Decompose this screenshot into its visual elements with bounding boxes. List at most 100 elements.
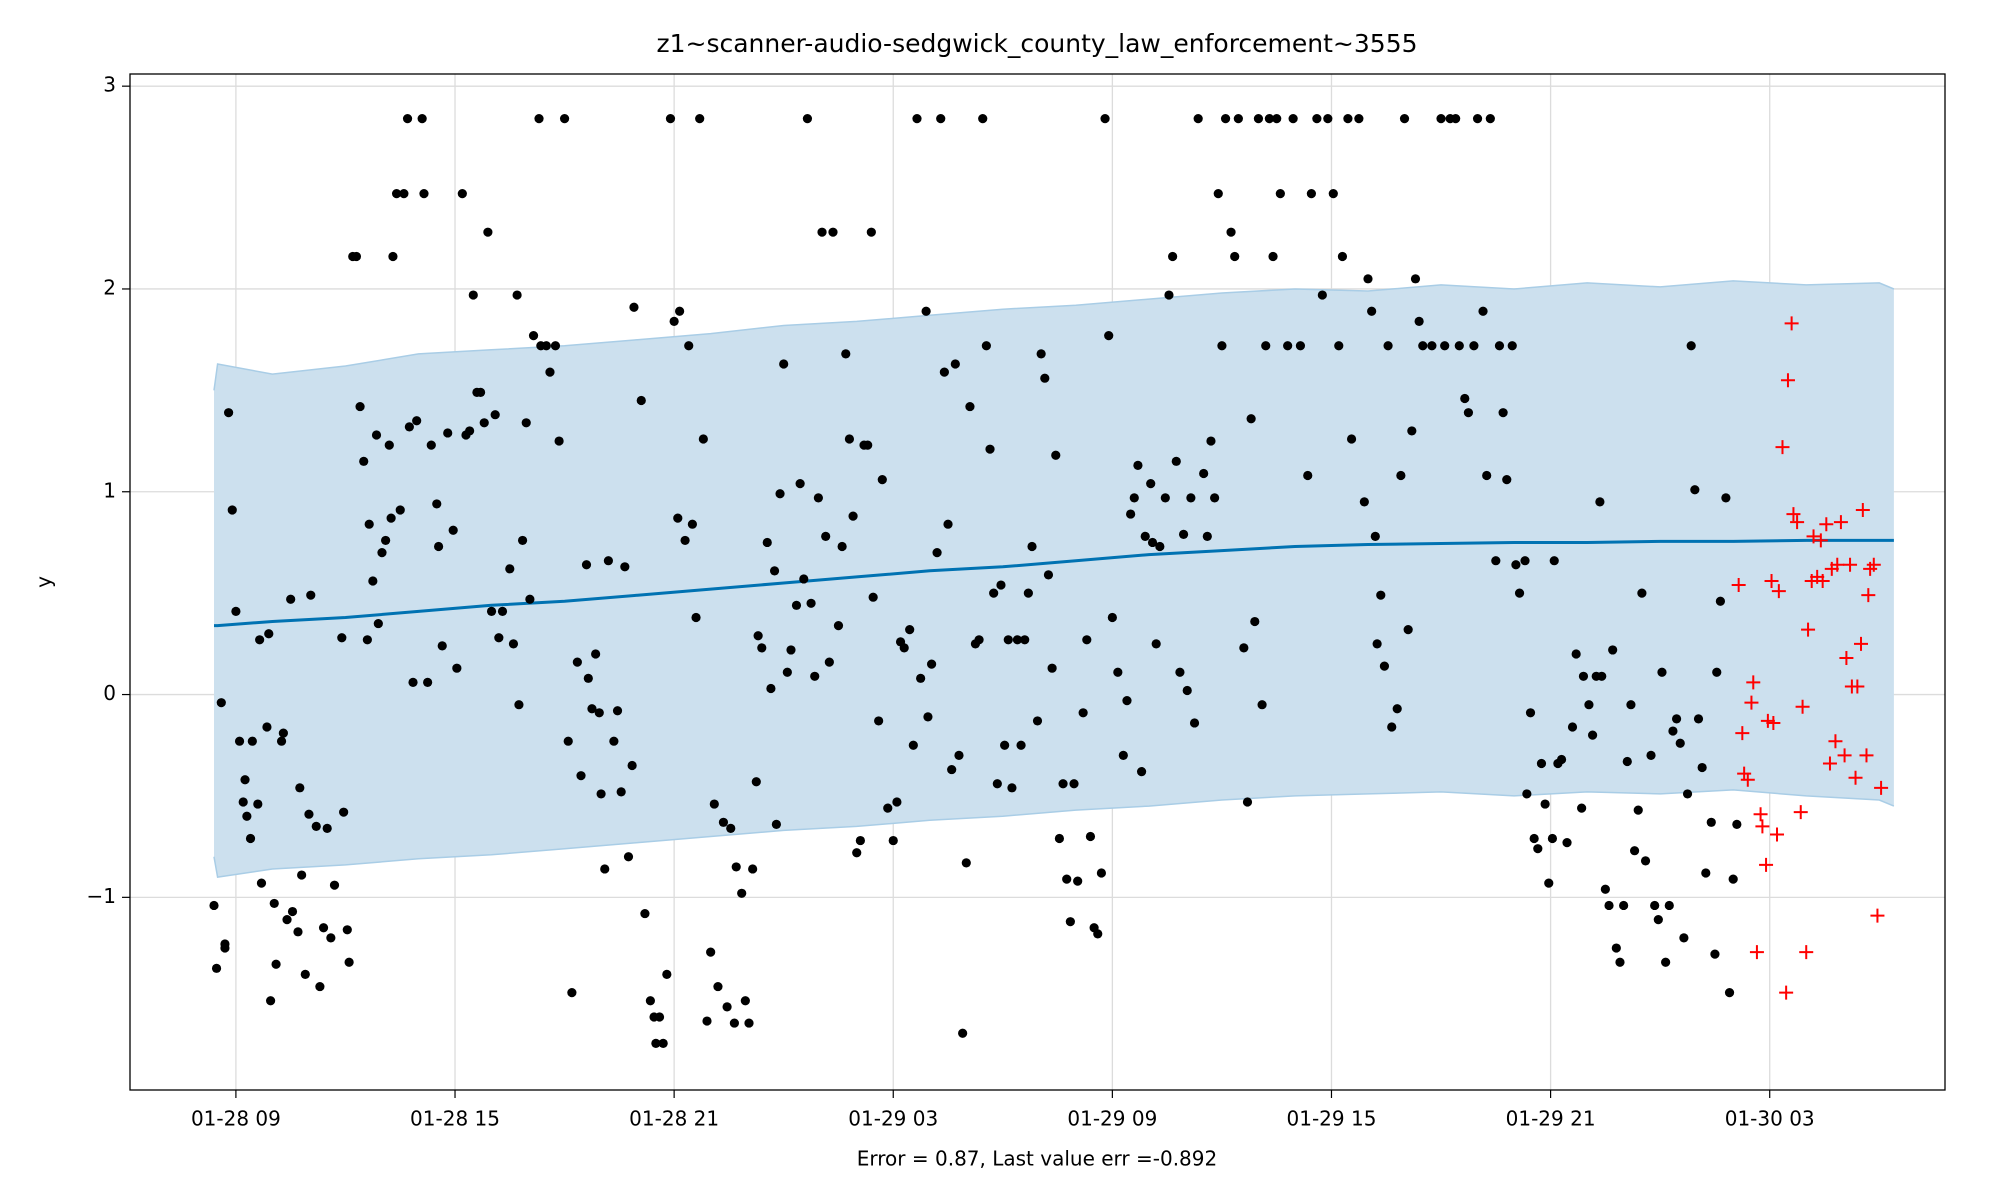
future-point [1806,529,1821,544]
observed-point [286,594,296,604]
observed-point [1317,290,1327,300]
observed-point [824,657,834,667]
future-point [1843,557,1858,572]
observed-point [395,505,405,515]
future-point [1771,584,1786,599]
x-tick-label: 01-28 15 [410,1107,500,1131]
observed-point [423,677,433,687]
observed-point [965,401,975,412]
observed-point [1343,114,1353,124]
observed-point [950,359,960,369]
observed-point [1164,290,1174,300]
observed-point [587,704,597,714]
observed-point [271,959,281,969]
observed-point [600,864,610,874]
observed-point [1082,635,1092,645]
observed-point [567,988,577,998]
observed-point [1032,716,1043,726]
observed-point [1118,750,1128,760]
observed-point [1122,696,1132,706]
observed-point [1155,541,1165,552]
observed-point [1615,957,1625,967]
observed-point [943,519,953,529]
future-point [1753,807,1768,822]
observed-point [603,556,614,566]
observed-point [278,728,288,738]
observed-point [1436,114,1446,124]
observed-point [627,760,637,771]
observed-point [675,306,685,316]
observed-point [541,341,551,351]
future-point [1766,715,1781,730]
observed-point [1370,531,1380,541]
observed-point [412,416,422,426]
observed-point [545,367,555,377]
observed-point [1675,738,1685,748]
observed-point [883,803,893,813]
observed-point [1175,667,1185,677]
observed-point [433,541,444,552]
future-point [1780,373,1795,388]
observed-point [1485,114,1495,124]
observed-point [1233,114,1243,124]
observed-point [1469,341,1479,351]
observed-point [264,629,274,639]
observed-point [654,1012,665,1022]
observed-point [1337,251,1348,262]
observed-point [517,535,528,546]
observed-point [1239,643,1249,653]
observed-point [220,939,230,949]
observed-point [1701,868,1711,878]
observed-point [1562,837,1572,848]
observed-point [1069,779,1079,789]
observed-point [1619,900,1629,911]
x-tick-label: 01-28 09 [191,1107,281,1131]
observed-point [771,819,781,829]
observed-point [1387,722,1397,732]
observed-point [1213,189,1223,199]
observed-point [329,880,340,890]
observed-point [775,489,785,499]
observed-point [912,114,922,124]
observed-point [362,635,372,645]
future-point [1854,636,1869,651]
observed-point [1283,341,1293,351]
observed-point [1242,797,1253,807]
observed-point [521,418,531,428]
observed-point [408,677,418,687]
observed-point [926,659,937,669]
observed-point [550,341,561,351]
observed-point [293,927,303,937]
observed-point [1600,884,1610,894]
observed-point [240,775,250,785]
future-point [1822,756,1837,771]
y-tick-label: 3 [103,73,116,97]
x-tick-label: 01-30 03 [1725,1107,1815,1131]
observed-point [373,618,383,629]
observed-point [936,114,946,124]
observed-point [1303,470,1313,481]
observed-point [1379,661,1390,671]
observed-point [486,606,497,617]
observed-point [238,797,248,807]
future-point [1850,679,1865,694]
future-point [1815,573,1830,588]
observed-point [1065,917,1075,927]
x-tick-label: 01-29 15 [1287,1107,1377,1131]
observed-point [1178,529,1189,539]
observed-point [892,797,902,807]
observed-point [868,592,878,602]
observed-point [1151,639,1161,649]
observed-point [1463,408,1474,418]
observed-point [419,189,429,199]
observed-point [673,513,683,523]
observed-point [1407,426,1417,436]
observed-point [576,771,586,781]
observed-point [1367,306,1377,316]
observed-point [729,1018,739,1028]
observed-point [1418,341,1428,351]
observed-point [1629,846,1640,856]
observed-point [468,290,478,300]
future-point [1755,819,1770,834]
observed-point [1312,114,1322,124]
